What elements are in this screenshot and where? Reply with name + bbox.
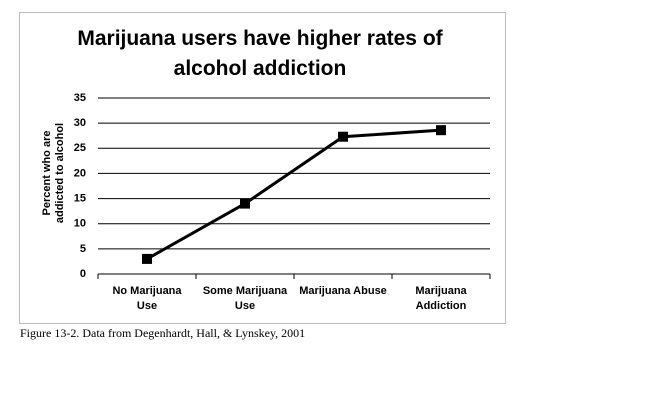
y-tick-label: 25 bbox=[74, 142, 86, 154]
x-tick-label: Marijuana Addiction bbox=[415, 285, 467, 312]
chart-frame bbox=[19, 12, 506, 324]
y-tick-label: 10 bbox=[74, 218, 86, 230]
x-tick-label: Some Marijuana Use bbox=[202, 285, 288, 312]
data-marker bbox=[240, 198, 250, 209]
chart-title: Marijuana users have higher rates of alc… bbox=[77, 27, 443, 80]
y-tick-label: 20 bbox=[74, 167, 86, 179]
caption: Figure 13-2. Data from Degenhardt, Hall,… bbox=[20, 326, 306, 340]
x-tick-label: No Marijuana Use bbox=[112, 285, 182, 312]
y-tick-label: 5 bbox=[80, 243, 86, 255]
data-marker bbox=[142, 253, 152, 264]
y-tick-label: 30 bbox=[74, 117, 86, 129]
data-marker bbox=[338, 131, 348, 142]
y-tick-label: 15 bbox=[74, 192, 86, 204]
y-tick-label: 35 bbox=[74, 92, 86, 104]
y-axis-label: Percent who are addicted to alcohol bbox=[41, 122, 66, 224]
x-tick-label: Marijuana Abuse bbox=[299, 285, 387, 297]
y-tick-label: 0 bbox=[80, 268, 86, 280]
data-line bbox=[146, 128, 442, 261]
data-marker bbox=[436, 125, 446, 136]
